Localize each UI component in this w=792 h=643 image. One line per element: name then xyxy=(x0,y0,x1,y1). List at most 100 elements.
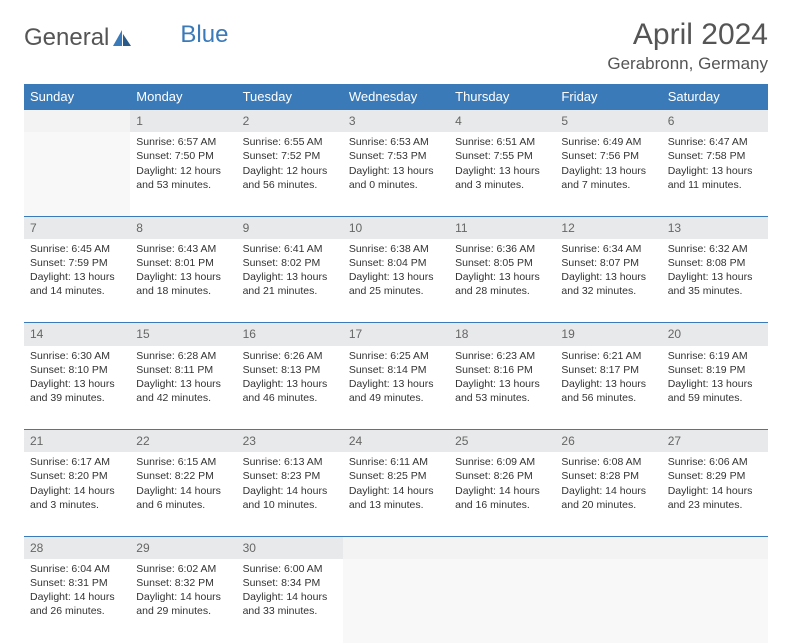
sunset-text: Sunset: 8:05 PM xyxy=(455,256,549,270)
day-cell: Sunrise: 6:06 AMSunset: 8:29 PMDaylight:… xyxy=(662,452,768,536)
page-title: April 2024 xyxy=(607,18,768,52)
sunset-text: Sunset: 8:34 PM xyxy=(243,576,337,590)
day-number: 20 xyxy=(662,323,768,346)
daylight-text: Daylight: 13 hours and 11 minutes. xyxy=(668,164,762,192)
sunrise-text: Sunrise: 6:51 AM xyxy=(455,135,549,149)
daylight-text: Daylight: 14 hours and 13 minutes. xyxy=(349,484,443,512)
sunrise-text: Sunrise: 6:15 AM xyxy=(136,455,230,469)
day-number: 22 xyxy=(130,430,236,453)
day-cell: Sunrise: 6:19 AMSunset: 8:19 PMDaylight:… xyxy=(662,346,768,430)
content-row: Sunrise: 6:04 AMSunset: 8:31 PMDaylight:… xyxy=(24,559,768,643)
sunset-text: Sunset: 8:07 PM xyxy=(561,256,655,270)
day-cell: Sunrise: 6:02 AMSunset: 8:32 PMDaylight:… xyxy=(130,559,236,643)
daynum-row: 21222324252627 xyxy=(24,430,768,453)
header: General Blue April 2024 Gerabronn, Germa… xyxy=(24,18,768,74)
sunset-text: Sunset: 7:58 PM xyxy=(668,149,762,163)
content-row: Sunrise: 6:45 AMSunset: 7:59 PMDaylight:… xyxy=(24,239,768,323)
daylight-text: Daylight: 14 hours and 10 minutes. xyxy=(243,484,337,512)
day-cell: Sunrise: 6:38 AMSunset: 8:04 PMDaylight:… xyxy=(343,239,449,323)
daylight-text: Daylight: 14 hours and 29 minutes. xyxy=(136,590,230,618)
sunrise-text: Sunrise: 6:34 AM xyxy=(561,242,655,256)
daylight-text: Daylight: 13 hours and 25 minutes. xyxy=(349,270,443,298)
sunset-text: Sunset: 8:28 PM xyxy=(561,469,655,483)
sunrise-text: Sunrise: 6:26 AM xyxy=(243,349,337,363)
day-number: 4 xyxy=(449,110,555,133)
sunrise-text: Sunrise: 6:00 AM xyxy=(243,562,337,576)
day-cell: Sunrise: 6:51 AMSunset: 7:55 PMDaylight:… xyxy=(449,132,555,216)
day-number: 29 xyxy=(130,536,236,559)
sunset-text: Sunset: 8:26 PM xyxy=(455,469,549,483)
daylight-text: Daylight: 13 hours and 42 minutes. xyxy=(136,377,230,405)
daylight-text: Daylight: 12 hours and 53 minutes. xyxy=(136,164,230,192)
day-number: 18 xyxy=(449,323,555,346)
sunset-text: Sunset: 8:19 PM xyxy=(668,363,762,377)
day-cell: Sunrise: 6:47 AMSunset: 7:58 PMDaylight:… xyxy=(662,132,768,216)
sunrise-text: Sunrise: 6:21 AM xyxy=(561,349,655,363)
sunrise-text: Sunrise: 6:41 AM xyxy=(243,242,337,256)
sunset-text: Sunset: 7:50 PM xyxy=(136,149,230,163)
day-number: 1 xyxy=(130,110,236,133)
daylight-text: Daylight: 14 hours and 33 minutes. xyxy=(243,590,337,618)
day-number: 19 xyxy=(555,323,661,346)
daylight-text: Daylight: 13 hours and 7 minutes. xyxy=(561,164,655,192)
day-number: 5 xyxy=(555,110,661,133)
sunrise-text: Sunrise: 6:19 AM xyxy=(668,349,762,363)
day-header: Monday xyxy=(130,84,236,110)
day-number: 14 xyxy=(24,323,130,346)
day-cell: Sunrise: 6:23 AMSunset: 8:16 PMDaylight:… xyxy=(449,346,555,430)
day-number: 10 xyxy=(343,216,449,239)
day-number: 23 xyxy=(237,430,343,453)
daynum-row: 14151617181920 xyxy=(24,323,768,346)
daylight-text: Daylight: 14 hours and 20 minutes. xyxy=(561,484,655,512)
day-cell: Sunrise: 6:08 AMSunset: 8:28 PMDaylight:… xyxy=(555,452,661,536)
day-cell xyxy=(24,132,130,216)
sunrise-text: Sunrise: 6:45 AM xyxy=(30,242,124,256)
sunrise-text: Sunrise: 6:02 AM xyxy=(136,562,230,576)
sunrise-text: Sunrise: 6:23 AM xyxy=(455,349,549,363)
logo-text-1: General xyxy=(24,24,109,52)
sunrise-text: Sunrise: 6:47 AM xyxy=(668,135,762,149)
sunset-text: Sunset: 8:08 PM xyxy=(668,256,762,270)
day-cell: Sunrise: 6:43 AMSunset: 8:01 PMDaylight:… xyxy=(130,239,236,323)
sunrise-text: Sunrise: 6:32 AM xyxy=(668,242,762,256)
sunset-text: Sunset: 8:11 PM xyxy=(136,363,230,377)
sunrise-text: Sunrise: 6:36 AM xyxy=(455,242,549,256)
day-number: 6 xyxy=(662,110,768,133)
sunset-text: Sunset: 8:02 PM xyxy=(243,256,337,270)
daylight-text: Daylight: 13 hours and 46 minutes. xyxy=(243,377,337,405)
day-number xyxy=(343,536,449,559)
daylight-text: Daylight: 13 hours and 39 minutes. xyxy=(30,377,124,405)
sunset-text: Sunset: 8:14 PM xyxy=(349,363,443,377)
day-number: 12 xyxy=(555,216,661,239)
daylight-text: Daylight: 13 hours and 18 minutes. xyxy=(136,270,230,298)
day-number: 7 xyxy=(24,216,130,239)
day-number: 15 xyxy=(130,323,236,346)
daynum-row: 78910111213 xyxy=(24,216,768,239)
sunset-text: Sunset: 8:10 PM xyxy=(30,363,124,377)
sunrise-text: Sunrise: 6:06 AM xyxy=(668,455,762,469)
day-cell: Sunrise: 6:15 AMSunset: 8:22 PMDaylight:… xyxy=(130,452,236,536)
day-header: Thursday xyxy=(449,84,555,110)
daylight-text: Daylight: 13 hours and 53 minutes. xyxy=(455,377,549,405)
daylight-text: Daylight: 13 hours and 14 minutes. xyxy=(30,270,124,298)
day-number: 21 xyxy=(24,430,130,453)
sunrise-text: Sunrise: 6:17 AM xyxy=(30,455,124,469)
daylight-text: Daylight: 13 hours and 35 minutes. xyxy=(668,270,762,298)
day-cell: Sunrise: 6:32 AMSunset: 8:08 PMDaylight:… xyxy=(662,239,768,323)
day-cell: Sunrise: 6:13 AMSunset: 8:23 PMDaylight:… xyxy=(237,452,343,536)
day-number: 30 xyxy=(237,536,343,559)
sunset-text: Sunset: 8:31 PM xyxy=(30,576,124,590)
sunrise-text: Sunrise: 6:55 AM xyxy=(243,135,337,149)
sunrise-text: Sunrise: 6:53 AM xyxy=(349,135,443,149)
content-row: Sunrise: 6:17 AMSunset: 8:20 PMDaylight:… xyxy=(24,452,768,536)
day-number: 8 xyxy=(130,216,236,239)
daylight-text: Daylight: 13 hours and 32 minutes. xyxy=(561,270,655,298)
daylight-text: Daylight: 14 hours and 6 minutes. xyxy=(136,484,230,512)
content-row: Sunrise: 6:57 AMSunset: 7:50 PMDaylight:… xyxy=(24,132,768,216)
day-header: Sunday xyxy=(24,84,130,110)
day-number: 26 xyxy=(555,430,661,453)
sunset-text: Sunset: 8:13 PM xyxy=(243,363,337,377)
day-header: Tuesday xyxy=(237,84,343,110)
sunset-text: Sunset: 8:04 PM xyxy=(349,256,443,270)
daylight-text: Daylight: 14 hours and 3 minutes. xyxy=(30,484,124,512)
